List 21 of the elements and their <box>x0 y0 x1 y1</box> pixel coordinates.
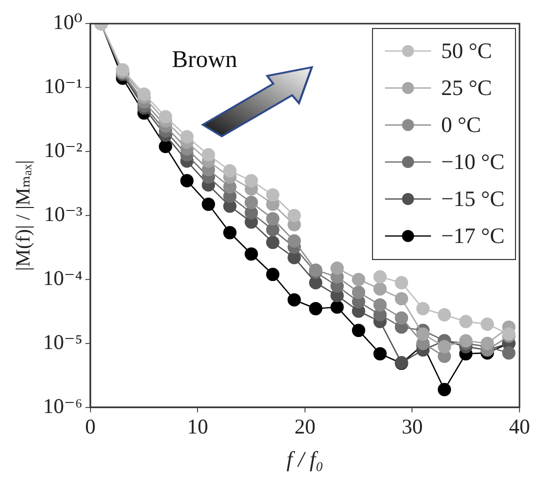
y-tick-label: 10⁻⁶ <box>43 394 82 418</box>
y-tick-label: 10⁻⁵ <box>43 330 82 354</box>
legend-label: 50 °C <box>441 38 492 64</box>
y-tick-label: 10⁰ <box>52 10 82 34</box>
x-axis-title: f / f₀ <box>286 446 324 472</box>
legend-label: 25 °C <box>441 75 492 102</box>
legend-label: −17 °C <box>441 223 504 250</box>
x-tick-label: 30 <box>402 414 423 439</box>
y-tick-label: 10⁻⁴ <box>43 266 82 290</box>
x-tick-label: 20 <box>294 414 316 439</box>
annotation: Brown <box>172 46 238 74</box>
legend-label: 0 °C <box>441 112 482 138</box>
y-tick-label: 10⁻³ <box>44 202 82 226</box>
x-tick-label: 0 <box>85 414 96 439</box>
y-axis-title: |M(f)| / |Mₘₐₓ| <box>12 160 34 271</box>
legend-label: −10 °C <box>441 149 504 176</box>
x-tick-label: 40 <box>509 414 530 439</box>
legend-label: −15 °C <box>441 186 504 212</box>
y-tick-label: 10⁻¹ <box>44 74 82 98</box>
x-tick-label: 10 <box>187 414 208 439</box>
y-tick-label: 10⁻² <box>44 138 82 162</box>
